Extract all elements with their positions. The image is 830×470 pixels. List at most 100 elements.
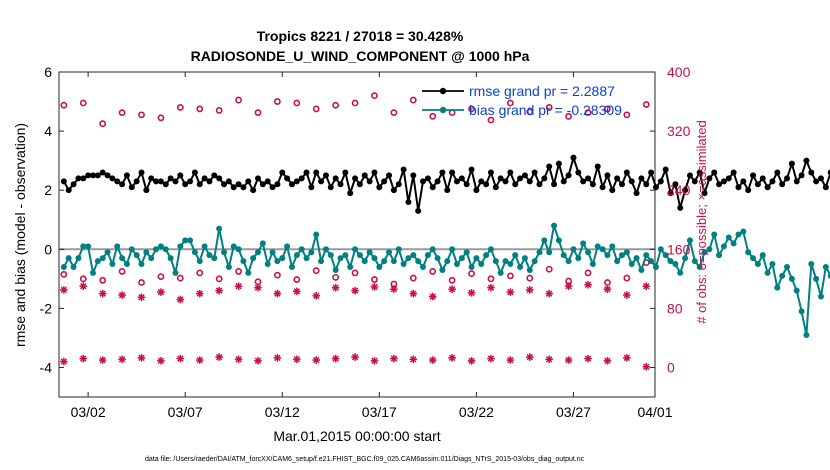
obs-possible-marker [604, 105, 611, 113]
rmse-data-point [308, 184, 315, 191]
rmse-data-point [618, 181, 625, 188]
obs-assimilated-marker [564, 356, 573, 364]
bias-data-point [153, 246, 160, 253]
obs-possible-marker [293, 276, 301, 283]
obs-assimilated-marker [254, 283, 262, 292]
legend-bias-label: bias grand pr = -0.28309 [469, 102, 622, 118]
legend-rmse-marker [439, 87, 447, 95]
rmse-data-point [352, 175, 359, 182]
rmse-data-point [221, 181, 228, 188]
rmse-data-point [119, 181, 126, 188]
bias-data-point [381, 258, 388, 265]
obs-possible-marker [60, 101, 68, 109]
rmse-data-point [648, 169, 655, 176]
rmse-data-point [65, 187, 72, 194]
obs-possible-marker [138, 279, 145, 286]
bias-data-point [696, 264, 703, 270]
rmse-data-point [143, 187, 150, 194]
obs-assimilated-marker [195, 289, 204, 298]
bias-data-point [337, 255, 344, 262]
rmse-data-point [483, 181, 490, 188]
obs-possible-marker [506, 272, 514, 280]
obs-possible-marker [545, 265, 553, 273]
rmse-data-point [507, 169, 514, 176]
rmse-data-point [657, 178, 664, 185]
rmse-data-point [638, 175, 645, 182]
bias-data-point [386, 249, 393, 256]
bias-data-point [798, 308, 805, 315]
rmse-data-point [458, 175, 465, 182]
obs-possible-marker [468, 270, 475, 278]
obs-possible-marker [429, 268, 437, 275]
rmse-data-point [517, 175, 524, 182]
obs-possible-marker [487, 116, 495, 124]
bias-data-point [769, 261, 776, 268]
rmse-data-point [813, 178, 820, 185]
obs-possible-marker [506, 99, 514, 107]
obs-assimilated-marker [351, 353, 359, 361]
bias-data-point [415, 258, 422, 265]
bias-data-point [264, 261, 271, 268]
obs-possible-marker [138, 111, 145, 119]
obs-possible-marker [293, 99, 301, 107]
rmse-data-point [269, 184, 276, 191]
obs-possible-marker [332, 101, 340, 109]
rmse-data-point [123, 172, 130, 179]
bias-data-point [114, 243, 121, 250]
obs-possible-marker [351, 99, 359, 107]
obs-assimilated-marker [273, 289, 282, 298]
rmse-data-point [405, 199, 412, 205]
rmse-data-point [439, 169, 446, 176]
rmse-data-point [682, 187, 689, 194]
bias-data-point [478, 261, 485, 268]
rmse-data-point [114, 178, 121, 185]
obs-possible-marker [176, 274, 184, 282]
bias-data-point [735, 231, 742, 238]
rmse-data-point [415, 207, 422, 214]
obs-assimilated-marker [157, 288, 165, 296]
rmse-data-point [599, 184, 606, 191]
rmse-data-point [182, 181, 189, 188]
obs-assimilated-marker [642, 362, 651, 371]
obs-assimilated-marker [215, 286, 223, 295]
bias-data-point [235, 246, 242, 253]
rmse-data-point [604, 172, 611, 179]
obs-assimilated-marker [448, 354, 456, 362]
bias-data-point [191, 249, 198, 256]
rmse-data-point [390, 187, 397, 194]
rmse-data-point [332, 175, 339, 182]
bias-data-point [604, 252, 611, 259]
obs-assimilated-marker [448, 285, 456, 293]
rmse-data-point [570, 154, 577, 161]
obs-possible-marker [584, 109, 592, 117]
rmse-data-point [487, 169, 494, 176]
obs-assimilated-marker [176, 354, 185, 363]
rmse-data-point [463, 181, 470, 188]
obs-assimilated-marker [157, 357, 165, 365]
obs-assimilated-marker [409, 289, 418, 298]
rmse-data-point [623, 169, 630, 176]
obs-assimilated-marker [623, 354, 631, 362]
rmse-data-point [546, 163, 553, 170]
bias-data-point [803, 331, 810, 338]
bias-data-point [468, 264, 475, 270]
rmse-data-point [313, 169, 320, 176]
bias-data-point [240, 258, 247, 265]
rmse-data-point [254, 175, 261, 182]
rmse-data-point [80, 175, 87, 182]
rmse-data-point [609, 187, 616, 194]
bias-data-point [730, 240, 737, 247]
obs-assimilated-marker [195, 356, 204, 364]
bias-data-point [269, 249, 276, 256]
bias-data-point [541, 237, 548, 244]
bias-data-point [259, 240, 266, 247]
rmse-data-point [322, 172, 329, 179]
obs-possible-marker [157, 273, 165, 281]
obs-possible-marker [584, 269, 592, 277]
obs-assimilated-marker [312, 356, 321, 364]
rmse-data-point [769, 178, 776, 185]
rmse-data-point [138, 169, 145, 176]
rmse-data-point [453, 178, 460, 185]
y-axis-label-right: # of obs: o=possible; ×=assimilated [694, 120, 709, 323]
obs-assimilated-marker [370, 357, 379, 365]
